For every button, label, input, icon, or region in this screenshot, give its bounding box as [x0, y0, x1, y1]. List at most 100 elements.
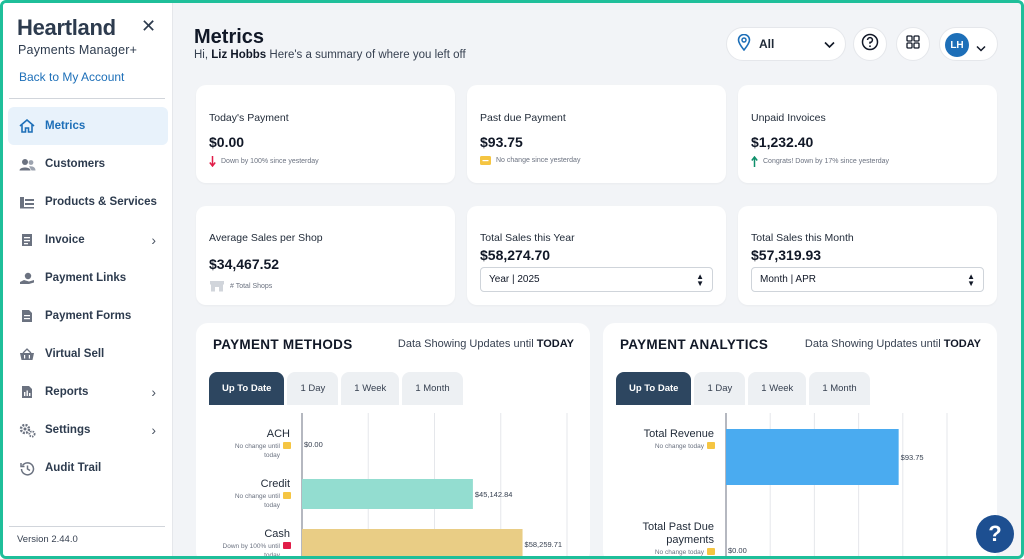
trend-marker: [707, 548, 715, 555]
sidebar-item-label: Invoice: [45, 234, 85, 246]
category-label: payments: [666, 534, 714, 546]
reports-icon: [18, 384, 36, 400]
card-note: No change since yesterday: [480, 156, 580, 165]
page-title: Metrics: [194, 26, 265, 48]
main-content: Metrics Hi, Liz Hobbs Here's a summary o…: [174, 3, 1021, 559]
card-value: $58,274.70: [480, 247, 551, 263]
invoice-icon: [18, 232, 36, 248]
sidebar-item-payment-links[interactable]: Payment Links: [8, 259, 168, 297]
close-icon[interactable]: ✕: [141, 16, 157, 36]
sidebar-item-label: Customers: [45, 158, 106, 170]
tab-up-to-date[interactable]: Up To Date: [209, 372, 285, 405]
sidebar-divider: [9, 526, 165, 527]
sort-arrows-icon: ▲ ▼: [696, 272, 704, 288]
user-name: Liz Hobbs: [211, 49, 267, 61]
card-value: $93.75: [480, 134, 523, 150]
trend-marker: [283, 542, 291, 549]
category-note: today: [264, 552, 281, 559]
card-value: $1,232.40: [751, 134, 814, 150]
category-note: No change today: [655, 443, 705, 450]
sidebar-item-reports[interactable]: Reports ›: [8, 373, 168, 411]
users-icon: [18, 156, 36, 172]
payment-analytics-panel: PAYMENT ANALYTICS Data Showing Updates u…: [603, 323, 997, 556]
card-label: Average Sales per Shop: [209, 232, 323, 244]
year-select-value: Year | 2025: [489, 274, 540, 285]
card-note-text: No change since yesterday: [496, 157, 581, 164]
help-chat-button[interactable]: ?: [976, 515, 1014, 553]
card-note-text: Down by 100% since yesterday: [221, 158, 319, 165]
chevron-right-icon: ›: [151, 384, 156, 400]
sidebar-item-label: Metrics: [45, 120, 86, 132]
apps-menu-button[interactable]: [896, 27, 930, 61]
location-filter-value: All: [759, 37, 775, 51]
arrow-down-icon: [209, 156, 216, 167]
data-label: $0.00: [728, 546, 747, 555]
greeting-suffix: Here's a summary of where you left off: [269, 49, 466, 61]
card-label: Total Sales this Year: [480, 232, 575, 244]
tab-1-week[interactable]: 1 Week: [341, 372, 400, 405]
home-icon: [18, 118, 36, 134]
tab-1-month[interactable]: 1 Month: [402, 372, 463, 405]
sidebar-item-invoice[interactable]: Invoice ›: [8, 221, 168, 259]
tab-up-to-date[interactable]: Up To Date: [616, 372, 692, 405]
tab-1-day[interactable]: 1 Day: [694, 372, 746, 405]
sidebar-divider: [9, 98, 165, 99]
panel-subtitle-strong: TODAY: [536, 338, 574, 350]
category-note: Down by 100% until: [223, 543, 281, 550]
shop-icon: [209, 280, 225, 292]
card-total-sales-month: Total Sales this Month $57,319.93 Month …: [738, 206, 997, 305]
year-select[interactable]: Year | 2025 ▲ ▼: [480, 267, 713, 292]
sidebar-item-label: Settings: [45, 424, 91, 436]
sidebar-item-customers[interactable]: Customers: [8, 145, 168, 183]
payment-analytics-chart: Total Revenue No change today $93.75 Total …: [642, 413, 948, 556]
category-note: today: [264, 502, 281, 509]
bar: [726, 429, 899, 485]
grid-icon: [906, 34, 920, 54]
month-select[interactable]: Month | APR ▲ ▼: [751, 267, 984, 292]
category-note: No change until: [235, 443, 281, 450]
category-note: No change until: [235, 493, 281, 500]
tab-1-week[interactable]: 1 Week: [748, 372, 807, 405]
history-icon: [18, 460, 36, 476]
sidebar-item-virtual-sell[interactable]: Virtual Sell: [8, 335, 168, 373]
sidebar-item-payment-forms[interactable]: Payment Forms: [8, 297, 168, 335]
question-circle-icon: [861, 33, 879, 56]
panel-title: PAYMENT METHODS: [213, 337, 353, 352]
gear-icon: [18, 422, 36, 438]
card-label: Today's Payment: [209, 112, 289, 124]
sidebar-item-metrics[interactable]: Metrics: [8, 107, 168, 145]
tab-1-month[interactable]: 1 Month: [809, 372, 870, 405]
sidebar-item-label: Audit Trail: [45, 462, 102, 474]
tab-1-day[interactable]: 1 Day: [287, 372, 339, 405]
arrow-up-icon: [751, 156, 758, 167]
no-change-icon: [480, 156, 491, 165]
sidebar-item-products-services[interactable]: Products & Services: [8, 183, 168, 221]
location-filter-select[interactable]: All: [726, 27, 846, 61]
help-button[interactable]: [853, 27, 887, 61]
panel-subtitle-text: Data Showing Updates until: [397, 338, 534, 350]
card-value: $0.00: [209, 134, 245, 150]
card-past-due-payment: Past due Payment $93.75 No change since …: [467, 85, 726, 183]
greeting: Hi, Liz Hobbs Here's a summary of where …: [194, 49, 466, 61]
panel-subtitle: Data Showing Updates until TODAY: [398, 338, 574, 350]
sidebar-item-label: Products & Services: [45, 196, 157, 208]
sidebar-item-settings[interactable]: Settings ›: [8, 411, 168, 449]
brand-name: Heartland: [17, 15, 116, 40]
chevron-down-icon: [976, 39, 986, 57]
category-label: ACH: [267, 428, 290, 440]
bar: [302, 479, 473, 509]
trend-marker: [707, 442, 715, 449]
back-to-account-link[interactable]: Back to My Account: [19, 70, 125, 84]
card-todays-payment: Today's Payment $0.00 Down by 100% since…: [196, 85, 455, 183]
payment-methods-chart: ACH No change until today $0.00 Credit No cha…: [223, 413, 568, 559]
card-label: Total Sales this Month: [751, 232, 854, 244]
category-label: Credit: [261, 478, 290, 490]
card-average-sales: Average Sales per Shop $34,467.52 # Tota…: [196, 206, 455, 305]
form-icon: [18, 308, 36, 324]
bar: [302, 529, 523, 556]
user-menu-button[interactable]: LH: [939, 27, 998, 61]
sidebar-item-audit-trail[interactable]: Audit Trail: [8, 449, 168, 487]
card-total-sales-year: Total Sales this Year $58,274.70 Year | …: [467, 206, 726, 305]
catalog-icon: [18, 194, 36, 210]
